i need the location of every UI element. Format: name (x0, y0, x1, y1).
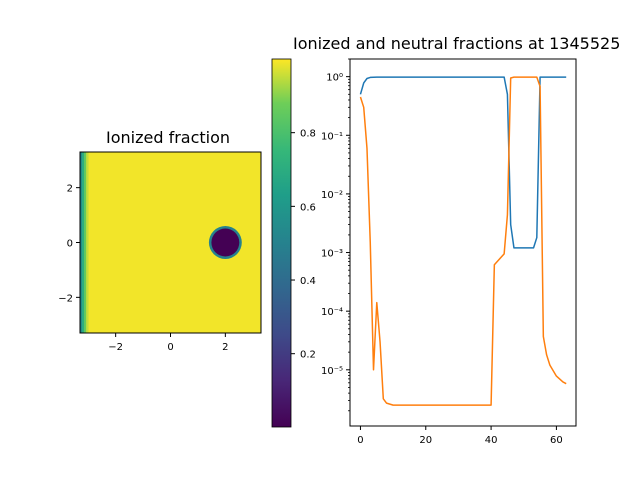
line-x-tick-label: 0 (357, 435, 363, 446)
line-y-tick-label: 10⁻² (321, 190, 343, 201)
line-y-tick-label: 10⁻⁴ (321, 307, 343, 318)
line-plot-panel: 0 20 40 60 10⁻⁵ 10⁻⁴ 10⁻³ 10⁻² 10⁻¹ 10⁰ (321, 58, 577, 446)
heatmap-y-tick-label: 2 (67, 184, 73, 195)
line-x-tick-label: 60 (550, 435, 563, 446)
line-x-tick-label: 40 (485, 435, 498, 446)
neutral-fraction-line (359, 76, 567, 406)
colorbar-panel: 0.2 0.4 0.6 0.8 (271, 58, 316, 428)
line-y-tick-label: 10⁻⁵ (321, 366, 343, 377)
heatmap-edge-column (86, 152, 89, 333)
heatmap-edge-column (84, 152, 87, 333)
line-y-tick-label: 10⁻³ (321, 249, 343, 260)
colorbar-tick-label: 0.8 (300, 129, 316, 140)
heatmap-panel: −2 0 2 −2 0 2 (58, 151, 262, 353)
colorbar-gradient (271, 58, 292, 428)
line-y-tick-label: 10⁰ (326, 73, 343, 84)
line-y-tick-label: 10⁻¹ (321, 131, 343, 142)
heatmap-y-tick-label: −2 (58, 293, 73, 304)
heatmap-ball-core (211, 228, 240, 257)
heatmap-x-tick-label: 0 (167, 342, 173, 353)
ionized-fraction-line (359, 76, 567, 249)
colorbar-tick-label: 0.2 (300, 350, 316, 361)
line-x-tick-label: 20 (419, 435, 432, 446)
line-plot-frame (349, 58, 577, 427)
colorbar-tick-label: 0.6 (300, 202, 316, 213)
line-plot-area (350, 59, 576, 426)
heatmap-x-tick-label: −2 (108, 342, 123, 353)
heatmap-x-tick-label: 2 (222, 342, 228, 353)
heatmap-title: Ionized fraction (106, 128, 231, 147)
heatmap-y-tick-label: 0 (67, 239, 73, 250)
heatmap-edge-column (82, 152, 85, 333)
colorbar-tick-label: 0.4 (300, 276, 316, 287)
heatmap-edge-column (80, 152, 83, 333)
line-plot-title: Ionized and neutral fractions at 1345525 (293, 34, 621, 53)
line-series-group (359, 76, 567, 406)
